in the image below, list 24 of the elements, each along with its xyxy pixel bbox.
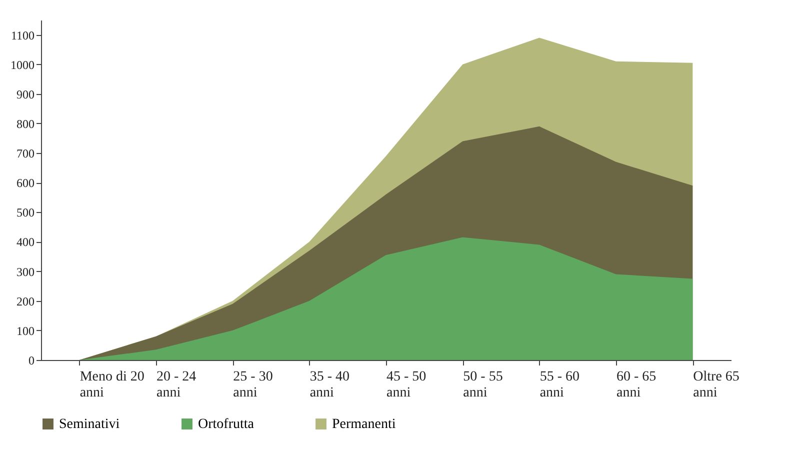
y-tick-label: 200 (16, 294, 34, 308)
x-tick-label: 50 - 55 anni (463, 370, 503, 400)
x-tick-label: Oltre 65 anni (693, 370, 740, 400)
x-tick-label: 25 - 30 anni (233, 370, 273, 400)
y-tick-label: 400 (16, 235, 34, 250)
x-tick-label: 55 - 60 anni (540, 370, 580, 400)
y-tick-label: 600 (16, 176, 34, 190)
y-tick-label: 900 (16, 87, 34, 102)
x-tick-label: 45 - 50 anni (386, 370, 426, 400)
y-tick-label: 0 (28, 354, 34, 368)
x-tick-label: 60 - 65 anni (616, 370, 656, 400)
x-tick-label: Meno di 20 anni (80, 370, 144, 400)
x-tick-label: 35 - 40 anni (310, 370, 350, 400)
legend-label: Permanenti (332, 417, 396, 432)
x-tick-label: 20 - 24 anni (156, 370, 196, 400)
legend-label: Seminativi (59, 417, 120, 432)
y-tick-label: 1000 (10, 58, 34, 72)
y-tick-label: 500 (16, 206, 34, 220)
y-tick-label: 300 (16, 264, 34, 279)
y-tick-label: 100 (16, 324, 34, 338)
y-tick-label: 800 (16, 116, 34, 131)
legend-label: Ortofrutta (198, 417, 255, 432)
y-tick-label: 1100 (10, 28, 34, 42)
y-tick-label: 700 (16, 146, 34, 161)
